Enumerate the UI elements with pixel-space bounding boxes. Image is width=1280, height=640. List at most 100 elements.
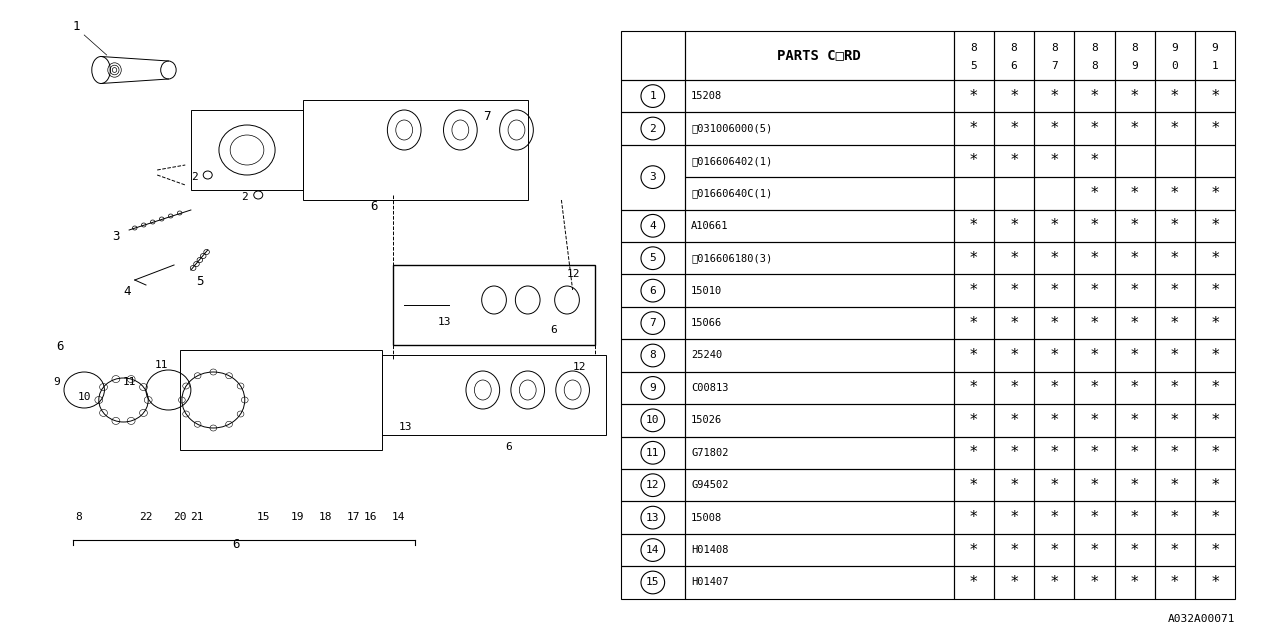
Bar <box>954 177 993 209</box>
Text: 15008: 15008 <box>691 513 722 523</box>
Bar <box>954 112 993 145</box>
Bar <box>685 566 954 598</box>
Text: *: * <box>1091 316 1098 331</box>
Text: *: * <box>1130 251 1138 266</box>
Bar <box>1196 145 1235 177</box>
Bar <box>1115 31 1155 80</box>
Text: *: * <box>1130 477 1138 493</box>
Text: *: * <box>1171 218 1179 234</box>
Bar <box>1074 209 1115 242</box>
Bar <box>1155 534 1196 566</box>
Bar <box>1034 275 1074 307</box>
Text: *: * <box>1211 445 1219 460</box>
Text: *: * <box>1130 316 1138 331</box>
Bar <box>621 501 685 534</box>
Text: *: * <box>1010 154 1018 168</box>
Bar <box>954 145 993 177</box>
Text: 3: 3 <box>649 172 657 182</box>
Text: *: * <box>1091 380 1098 396</box>
Bar <box>1155 469 1196 501</box>
Text: 4: 4 <box>123 285 131 298</box>
Bar <box>1196 209 1235 242</box>
Text: *: * <box>970 510 978 525</box>
Bar <box>621 80 685 112</box>
Text: 15026: 15026 <box>691 415 722 426</box>
Bar <box>954 275 993 307</box>
Bar <box>993 31 1034 80</box>
Bar <box>1074 31 1115 80</box>
Text: *: * <box>1091 445 1098 460</box>
Text: *: * <box>1010 348 1018 363</box>
Text: *: * <box>1010 477 1018 493</box>
Bar <box>621 242 685 275</box>
Text: *: * <box>1091 251 1098 266</box>
Text: *: * <box>970 154 978 168</box>
Text: 6: 6 <box>1011 61 1018 71</box>
Text: *: * <box>1010 543 1018 557</box>
Bar <box>1115 534 1155 566</box>
Bar <box>621 404 685 436</box>
Text: Ⓑ01660640C(1): Ⓑ01660640C(1) <box>691 188 772 198</box>
Bar <box>685 80 954 112</box>
Text: 1: 1 <box>649 91 657 101</box>
Bar <box>1115 372 1155 404</box>
Bar <box>621 31 685 80</box>
Text: *: * <box>1010 413 1018 428</box>
Bar <box>1115 307 1155 339</box>
Text: 22: 22 <box>140 512 152 522</box>
Text: *: * <box>1091 186 1098 201</box>
Text: *: * <box>1091 348 1098 363</box>
Bar <box>1074 177 1115 209</box>
Bar <box>179 350 381 450</box>
Bar <box>1034 339 1074 372</box>
Text: 6: 6 <box>56 340 64 353</box>
Bar <box>1115 145 1155 177</box>
Text: *: * <box>970 380 978 396</box>
Text: 15: 15 <box>257 512 270 522</box>
Bar <box>1155 372 1196 404</box>
Bar <box>954 501 993 534</box>
Bar <box>1034 469 1074 501</box>
Bar <box>1196 275 1235 307</box>
Bar <box>1155 404 1196 436</box>
Text: 14: 14 <box>646 545 659 555</box>
Text: *: * <box>1010 218 1018 234</box>
Text: 5: 5 <box>197 275 204 288</box>
Text: *: * <box>1130 348 1138 363</box>
Bar <box>1074 242 1115 275</box>
Text: *: * <box>1171 88 1179 104</box>
Text: *: * <box>970 348 978 363</box>
Text: 7: 7 <box>483 110 490 123</box>
Text: *: * <box>1091 283 1098 298</box>
Bar <box>621 275 685 307</box>
Text: 11: 11 <box>155 360 169 370</box>
Bar <box>393 265 595 345</box>
Bar <box>993 80 1034 112</box>
Bar <box>1074 534 1115 566</box>
Bar <box>1034 145 1074 177</box>
Bar <box>1196 404 1235 436</box>
Bar <box>1074 80 1115 112</box>
Bar <box>621 339 685 372</box>
Text: 10: 10 <box>78 392 91 402</box>
Text: *: * <box>1010 316 1018 331</box>
Text: *: * <box>1051 88 1059 104</box>
Bar <box>993 372 1034 404</box>
Bar <box>1155 339 1196 372</box>
Text: 14: 14 <box>392 512 406 522</box>
Bar <box>1196 307 1235 339</box>
Text: *: * <box>1130 380 1138 396</box>
Text: *: * <box>1130 218 1138 234</box>
Text: *: * <box>1010 445 1018 460</box>
Bar <box>621 469 685 501</box>
Bar <box>954 80 993 112</box>
Text: *: * <box>1051 413 1059 428</box>
Text: A10661: A10661 <box>691 221 728 231</box>
Text: *: * <box>1051 283 1059 298</box>
Bar <box>1034 31 1074 80</box>
Text: *: * <box>970 88 978 104</box>
Text: *: * <box>1091 121 1098 136</box>
Text: 8: 8 <box>1051 44 1057 53</box>
Bar <box>621 112 685 145</box>
Text: 8: 8 <box>1091 61 1098 71</box>
